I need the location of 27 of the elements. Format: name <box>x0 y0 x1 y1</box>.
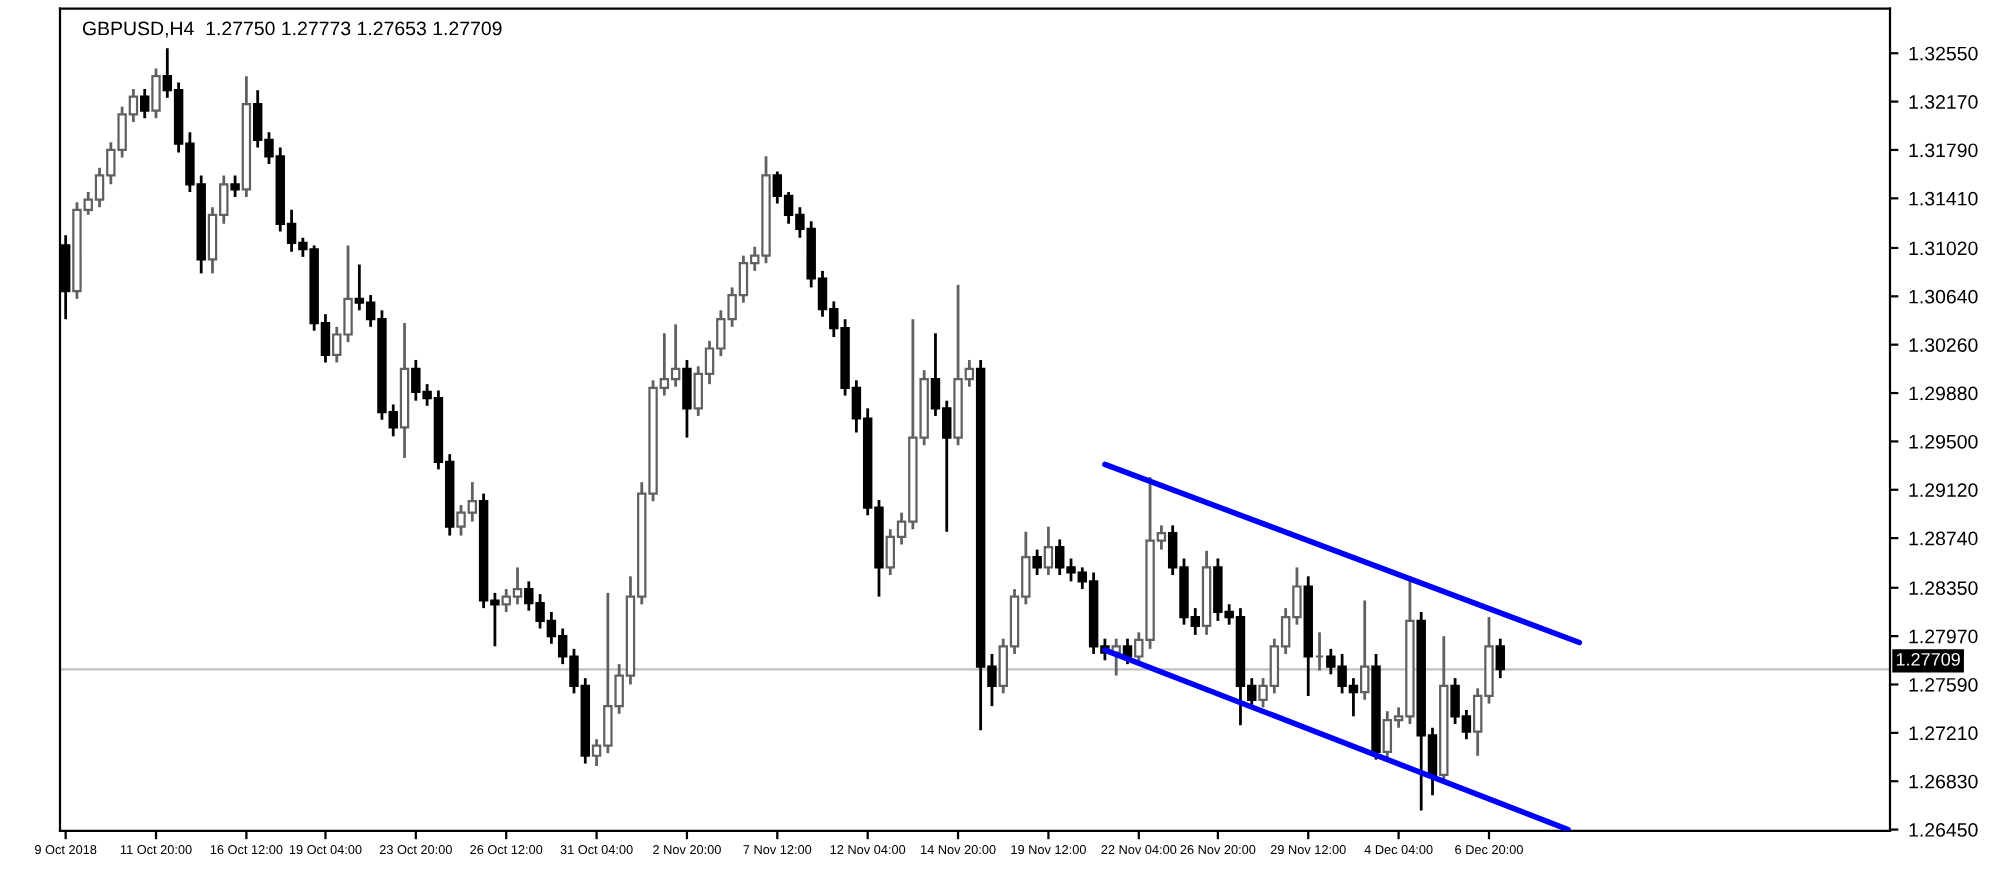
y-tick-label: 1.30640 <box>1909 289 1978 304</box>
y-tick-label: 1.29120 <box>1909 483 1978 498</box>
y-tick-label: 1.32170 <box>1909 95 1978 109</box>
y-tick-label: 1.27970 <box>1909 629 1978 644</box>
y-tick-label: 1.30260 <box>1909 338 1978 352</box>
y-tick-label: 1.27210 <box>1909 726 1978 741</box>
candlestick <box>682 358 692 439</box>
y-tick-label: 1.31410 <box>1909 191 1978 206</box>
ref-line-label: 1.27709 <box>1896 652 1960 666</box>
y-tick-label: 1.28350 <box>1909 581 1978 596</box>
candlestick <box>1043 525 1054 577</box>
candlestick <box>1360 599 1370 702</box>
y-tick-label: 1.28740 <box>1909 531 1978 546</box>
y-tick-label: 1.27590 <box>1909 677 1978 692</box>
y-tick-label: 1.32550 <box>1909 46 1978 61</box>
text: GBPUSD,H4 1.27750 1.27773 1.27653 1.27709 <box>82 21 502 38</box>
y-tick-label: 1.26450 <box>1909 823 1978 837</box>
y-tick-label: 1.29500 <box>1909 434 1978 449</box>
candlestick <box>1495 637 1505 680</box>
y-tick-label: 1.26830 <box>1909 774 1978 789</box>
candlestick <box>151 67 161 120</box>
y-tick-label: 1.31020 <box>1909 241 1978 256</box>
candlestick <box>230 174 240 199</box>
candlestick <box>140 87 150 120</box>
y-tick-label: 1.31790 <box>1909 143 1978 158</box>
y-tick-label: 1.29880 <box>1909 386 1978 401</box>
candlestick <box>1032 548 1042 577</box>
